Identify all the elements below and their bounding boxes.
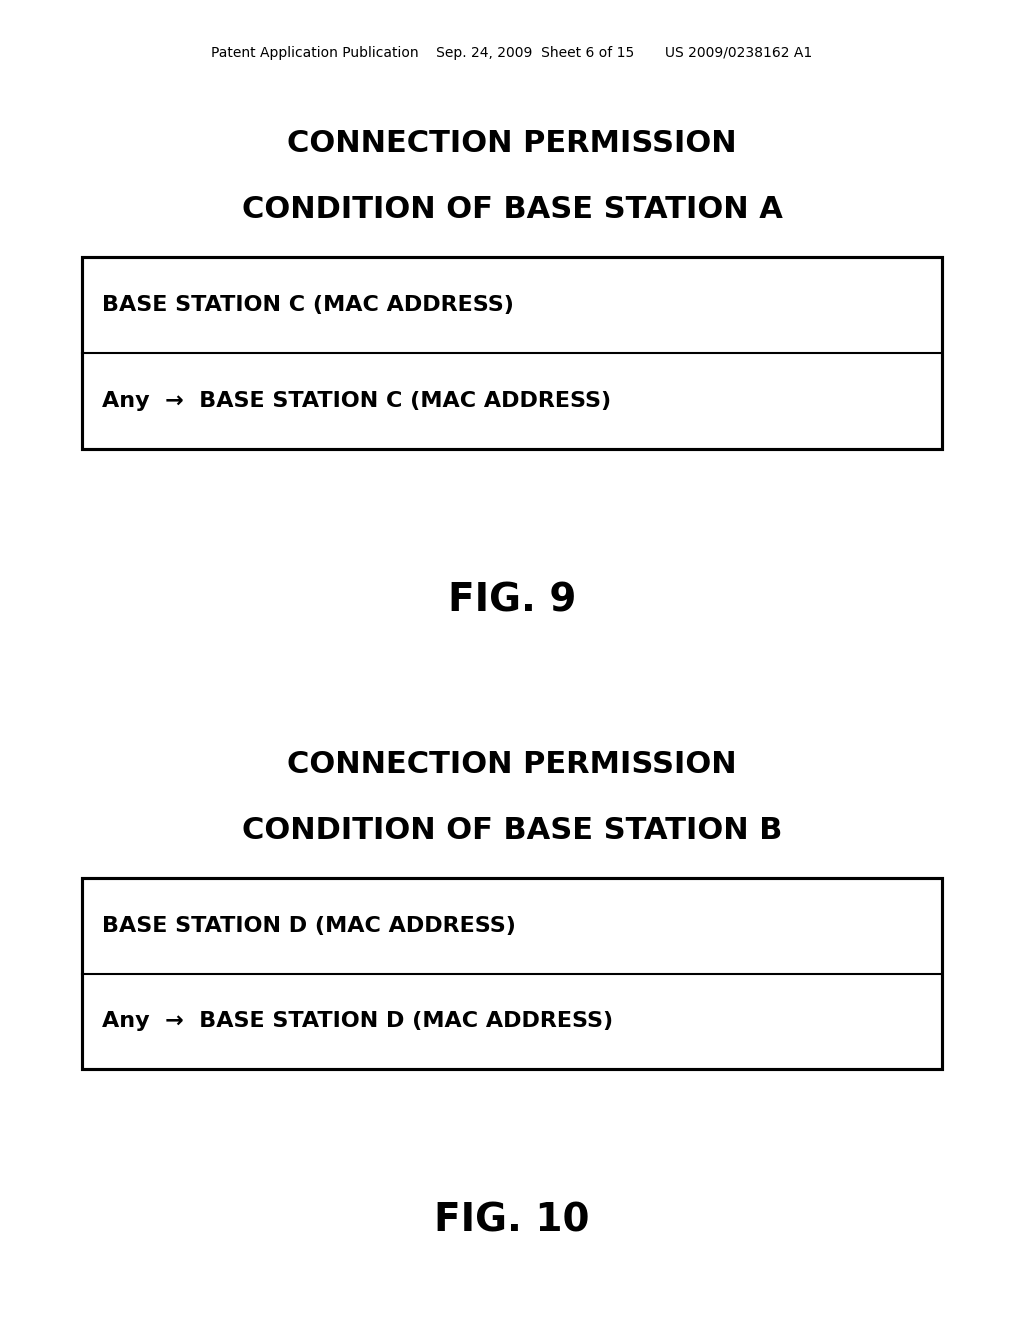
Text: FIG. 10: FIG. 10 xyxy=(434,1203,590,1239)
Text: Patent Application Publication    Sep. 24, 2009  Sheet 6 of 15       US 2009/023: Patent Application Publication Sep. 24, … xyxy=(211,46,813,61)
Text: CONDITION OF BASE STATION A: CONDITION OF BASE STATION A xyxy=(242,195,782,224)
Text: BASE STATION C (MAC ADDRESS): BASE STATION C (MAC ADDRESS) xyxy=(102,296,514,315)
Text: CONNECTION PERMISSION: CONNECTION PERMISSION xyxy=(287,750,737,779)
Text: Any  →  BASE STATION C (MAC ADDRESS): Any → BASE STATION C (MAC ADDRESS) xyxy=(102,391,611,411)
Bar xyxy=(82,878,942,1069)
Bar xyxy=(82,257,942,449)
Text: BASE STATION D (MAC ADDRESS): BASE STATION D (MAC ADDRESS) xyxy=(102,916,516,936)
Text: CONNECTION PERMISSION: CONNECTION PERMISSION xyxy=(287,129,737,158)
Text: FIG. 9: FIG. 9 xyxy=(447,582,577,619)
Text: CONDITION OF BASE STATION B: CONDITION OF BASE STATION B xyxy=(242,816,782,845)
Text: Any  →  BASE STATION D (MAC ADDRESS): Any → BASE STATION D (MAC ADDRESS) xyxy=(102,1011,613,1031)
